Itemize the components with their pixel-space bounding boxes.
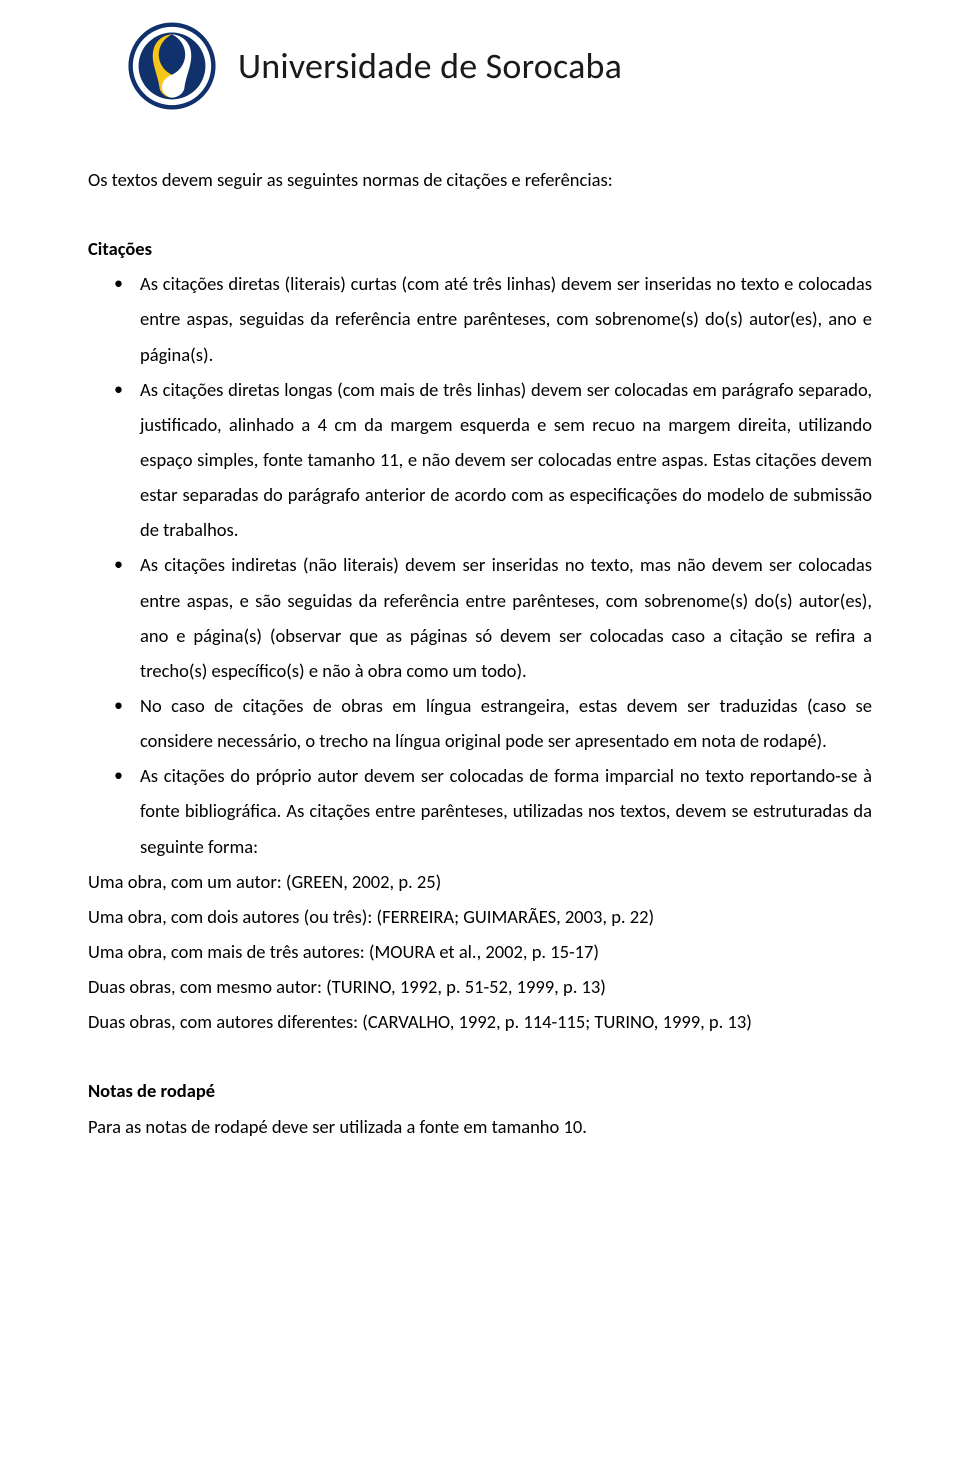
citations-heading: Citações <box>88 231 872 266</box>
example-line: Duas obras, com autores diferentes: (CAR… <box>88 1004 872 1039</box>
list-item: As citações indiretas (não literais) dev… <box>88 547 872 688</box>
example-line: Uma obra, com um autor: (GREEN, 2002, p.… <box>88 864 872 899</box>
footnotes-body: Para as notas de rodapé deve ser utiliza… <box>88 1109 872 1144</box>
citation-examples: Uma obra, com um autor: (GREEN, 2002, p.… <box>88 864 872 1040</box>
example-line: Duas obras, com mesmo autor: (TURINO, 19… <box>88 969 872 1004</box>
footnotes-section: Notas de rodapé Para as notas de rodapé … <box>88 1073 872 1143</box>
university-logo <box>128 22 216 110</box>
list-item: As citações diretas longas (com mais de … <box>88 372 872 548</box>
university-name: Universidade de Sorocaba <box>238 32 622 100</box>
list-item: No caso de citações de obras em língua e… <box>88 688 872 758</box>
example-line: Uma obra, com dois autores (ou três): (F… <box>88 899 872 934</box>
example-line: Uma obra, com mais de três autores: (MOU… <box>88 934 872 969</box>
citations-list: As citações diretas (literais) curtas (c… <box>88 266 872 863</box>
list-item: As citações diretas (literais) curtas (c… <box>88 266 872 371</box>
list-item: As citações do próprio autor devem ser c… <box>88 758 872 863</box>
intro-text: Os textos devem seguir as seguintes norm… <box>88 162 872 197</box>
page-header: Universidade de Sorocaba <box>88 22 872 110</box>
footnotes-heading: Notas de rodapé <box>88 1073 872 1108</box>
